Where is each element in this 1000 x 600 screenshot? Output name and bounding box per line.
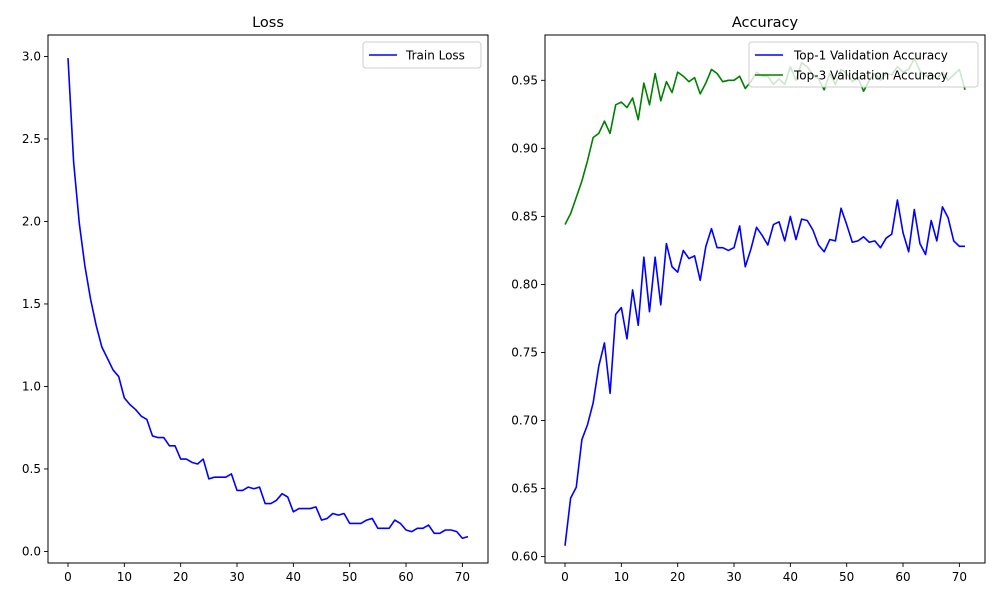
accuracy-xtick-label: 70: [952, 570, 967, 584]
loss-ytick-label: 2.0: [22, 214, 41, 228]
accuracy-ytick-label: 0.90: [511, 141, 538, 155]
accuracy-axes-frame: [544, 34, 986, 564]
accuracy-xtick-label: 60: [895, 570, 910, 584]
loss-ytick-label: 1.5: [22, 297, 41, 311]
loss-series-layer: [67, 58, 469, 540]
loss-series-train-loss: [67, 58, 469, 540]
accuracy-series-top-1-validation-accuracy: [564, 199, 965, 546]
loss-ytick-label: 3.0: [22, 49, 41, 63]
loss-legend-box: [362, 41, 482, 69]
accuracy-xtick-label: 50: [839, 570, 854, 584]
accuracy-legend-box: [748, 41, 979, 88]
loss-panel: Loss 0 10 20 30 40 50 60 70 0.0 0.5 1.0 1.5 2.0 2.5 3…: [22, 15, 489, 584]
accuracy-legend-label-top1: Top-1 Validation Accuracy: [793, 49, 948, 63]
accuracy-xtick-label: 20: [670, 570, 685, 584]
loss-xtick-label: 40: [286, 570, 301, 584]
accuracy-ytick-label: 0.85: [511, 209, 538, 223]
accuracy-ytick-label: 0.95: [511, 73, 538, 87]
accuracy-xtick-label: 10: [614, 570, 629, 584]
loss-ytick-layer: 0.0 0.5 1.0 1.5 2.0 2.5 3.0: [22, 49, 48, 558]
accuracy-ytick-label: 0.60: [511, 550, 538, 564]
loss-xtick-label: 60: [398, 570, 413, 584]
accuracy-ytick-layer: 0.60 0.65 0.70 0.75 0.80 0.85 0.90 0.95: [511, 73, 545, 564]
loss-xtick-label: 50: [342, 570, 357, 584]
accuracy-xtick-label: 40: [783, 570, 798, 584]
loss-ytick-label: 0.5: [22, 462, 41, 476]
accuracy-xtick-label: 0: [561, 570, 569, 584]
loss-xtick-label: 30: [229, 570, 244, 584]
accuracy-ytick-label: 0.80: [511, 277, 538, 291]
loss-xtick-label: 70: [455, 570, 470, 584]
accuracy-ytick-label: 0.65: [511, 482, 538, 496]
accuracy-legend-label-top3: Top-3 Validation Accuracy: [793, 69, 948, 83]
loss-axes-frame: [47, 34, 489, 564]
loss-xtick-label: 10: [117, 570, 132, 584]
accuracy-panel: Accuracy 0 10 20 30 40 50 60 70 0.60 0.65 0.70 0.7…: [511, 15, 986, 584]
loss-ytick-label: 1.0: [22, 379, 41, 393]
accuracy-legend: Top-1 Validation Accuracy Top-3 Validati…: [748, 41, 979, 88]
loss-ytick-label: 0.0: [22, 544, 41, 558]
loss-xtick-label: 20: [173, 570, 188, 584]
loss-legend-label-train-loss: Train Loss: [405, 49, 465, 63]
accuracy-ytick-label: 0.70: [511, 414, 538, 428]
accuracy-xtick-label: 30: [726, 570, 741, 584]
loss-ytick-label: 2.5: [22, 132, 41, 146]
loss-title: Loss: [252, 15, 284, 31]
loss-legend: Train Loss: [362, 41, 482, 69]
accuracy-ytick-label: 0.75: [511, 345, 538, 359]
accuracy-title: Accuracy: [732, 15, 799, 31]
loss-xtick-layer: 0 10 20 30 40 50 60 70: [64, 563, 470, 584]
loss-xtick-label: 0: [64, 570, 72, 584]
accuracy-xtick-layer: 0 10 20 30 40 50 60 70: [561, 563, 967, 584]
